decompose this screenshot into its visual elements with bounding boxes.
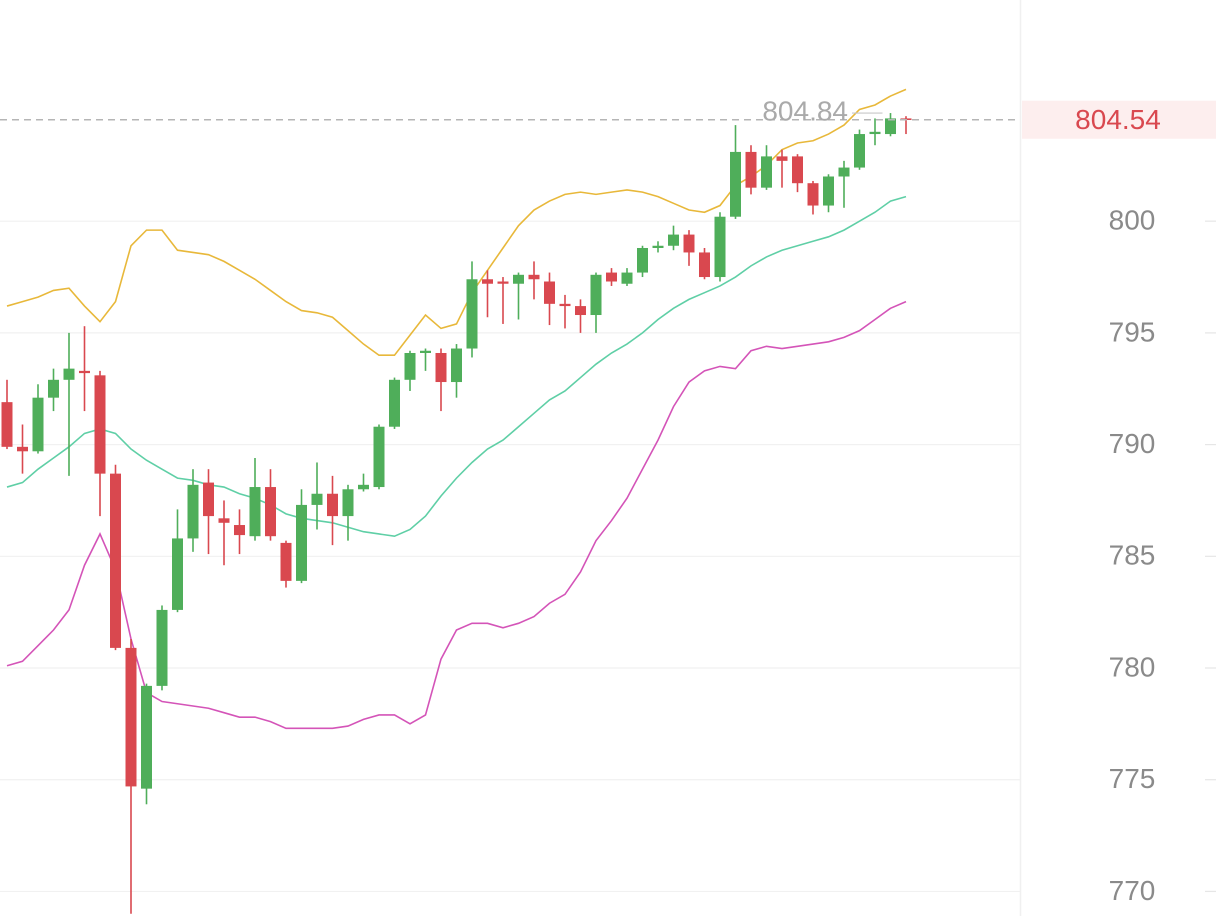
candle-body	[776, 156, 788, 161]
candle-body	[621, 272, 633, 284]
candle-body	[807, 183, 819, 206]
y-tick-label: 775	[1109, 763, 1156, 794]
candle-body	[590, 274, 602, 316]
candle-body	[714, 216, 726, 278]
candle-body	[404, 352, 416, 380]
candle-body	[683, 234, 695, 253]
candle-body	[869, 131, 881, 135]
candle-body	[854, 134, 865, 168]
last-price-box	[1022, 100, 1216, 139]
candle-body	[389, 379, 400, 427]
candle-body	[187, 484, 199, 539]
band-line	[6, 195, 907, 538]
candle-body	[373, 426, 385, 488]
candle-body	[172, 538, 183, 610]
candle-body	[79, 370, 90, 374]
candle-body	[156, 609, 168, 686]
candle-body	[451, 348, 462, 383]
candle-body	[823, 176, 834, 206]
candle-body	[745, 151, 757, 188]
candle-body	[358, 484, 369, 490]
candle-body	[435, 352, 447, 383]
candle-body	[497, 281, 509, 284]
candle-body	[48, 379, 59, 398]
y-tick-label: 780	[1109, 651, 1156, 682]
candle-body	[327, 493, 338, 517]
candle-body	[637, 247, 648, 273]
candle-body	[1, 402, 13, 447]
candle-body	[699, 252, 710, 278]
y-tick-label: 790	[1109, 428, 1156, 459]
candle-body	[575, 306, 586, 316]
candle-body	[420, 350, 431, 353]
candle-body	[544, 281, 555, 304]
candle-body	[234, 525, 245, 536]
y-tick-label: 785	[1109, 540, 1156, 571]
candle-body	[141, 685, 152, 789]
candle-body	[482, 279, 493, 284]
candle-body	[466, 279, 478, 349]
candle-body	[311, 493, 323, 505]
candle-body	[668, 234, 679, 246]
candle-body	[203, 482, 214, 517]
candle-body	[32, 397, 44, 452]
candle-body	[652, 245, 664, 248]
candle-body	[125, 647, 137, 787]
y-tick-label: 795	[1109, 316, 1156, 347]
candle-body	[94, 375, 106, 474]
candle-body	[249, 487, 261, 537]
candle-body	[513, 274, 524, 284]
candle-body	[296, 504, 307, 581]
candle-body	[528, 274, 540, 280]
candle-body	[265, 487, 276, 537]
y-tick-label: 770	[1109, 875, 1156, 906]
max-label: 804.84	[762, 95, 848, 126]
band-line	[6, 300, 907, 730]
y-tick-label: 800	[1109, 205, 1156, 236]
candle-body	[342, 489, 354, 517]
candle-body	[559, 303, 571, 307]
candle-body	[730, 151, 741, 217]
candle-body	[110, 473, 121, 648]
candle-body	[792, 156, 803, 184]
candle-body	[885, 118, 896, 135]
candle-body	[17, 446, 28, 452]
candle-body	[63, 368, 75, 380]
candle-body	[280, 542, 292, 581]
candle-body	[606, 272, 617, 282]
last-price-label: 804.54	[1075, 104, 1161, 135]
candle-body	[761, 156, 772, 188]
candle-body	[218, 518, 230, 523]
candle-body	[838, 167, 850, 177]
